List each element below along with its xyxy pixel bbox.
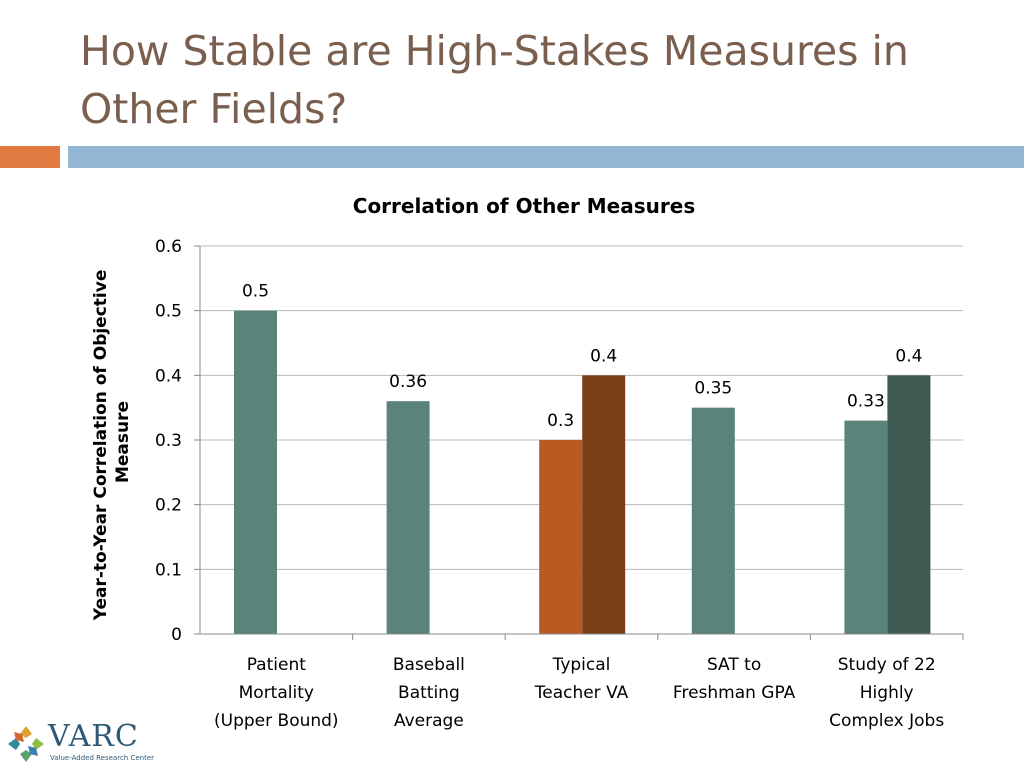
y-axis-title: Year-to-Year Correlation of Objective Me… [91, 264, 133, 622]
bar [691, 407, 735, 634]
y-axis-ticks: 0 0.1 0.2 0.3 0.4 0.5 0.6 [155, 237, 200, 645]
data-label: 0.33 [847, 392, 885, 412]
y-tick-label: 0 [171, 625, 182, 645]
category-label: SAT to Freshman GPA [673, 655, 796, 703]
bar [887, 375, 931, 634]
y-tick-label: 0.3 [155, 431, 182, 451]
category-label: Study of 22 Highly Complex Jobs [829, 655, 944, 731]
chart-title: Correlation of Other Measures [353, 194, 695, 218]
bars [234, 310, 931, 634]
y-tick-label: 0.2 [155, 496, 182, 516]
y-tick-label: 0.6 [155, 237, 182, 257]
bar [539, 440, 583, 634]
y-tick-label: 0.4 [155, 366, 182, 386]
bar-chart: Correlation of Other Measures Year-to-Ye… [91, 194, 964, 731]
data-label: 0.35 [694, 379, 732, 399]
data-label: 0.4 [590, 346, 617, 366]
data-label: 0.5 [242, 282, 269, 302]
axes [199, 246, 964, 640]
data-label: 0.4 [895, 346, 922, 366]
category-label: Typical Teacher VA [534, 655, 629, 703]
bar [234, 310, 277, 634]
slide-title: How Stable are High-Stakes Measures in O… [80, 27, 909, 133]
logo-text: VARC [48, 719, 139, 754]
logo-subtitle: Value-Added Research Center [50, 754, 155, 762]
y-tick-label: 0.1 [155, 560, 182, 580]
data-label: 0.36 [389, 372, 427, 392]
category-labels: Patient Mortality (Upper Bound) Baseball Bat… [214, 655, 944, 731]
data-labels: 0.5 0.36 0.3 0.4 0.35 0.33 0.4 [242, 282, 922, 431]
bar [582, 375, 626, 634]
bar [386, 401, 430, 634]
bar [844, 420, 888, 634]
y-tick-label: 0.5 [155, 302, 182, 322]
category-label: Patient Mortality (Upper Bound) [214, 655, 339, 731]
data-label: 0.3 [547, 411, 574, 431]
accent-bar-blue [68, 146, 1024, 168]
category-label: Baseball Batting Average [393, 655, 465, 731]
varc-logo-mark-icon [8, 726, 44, 762]
accent-bar-orange [0, 146, 60, 168]
varc-logo: VARC Value-Added Research Center [6, 719, 154, 766]
